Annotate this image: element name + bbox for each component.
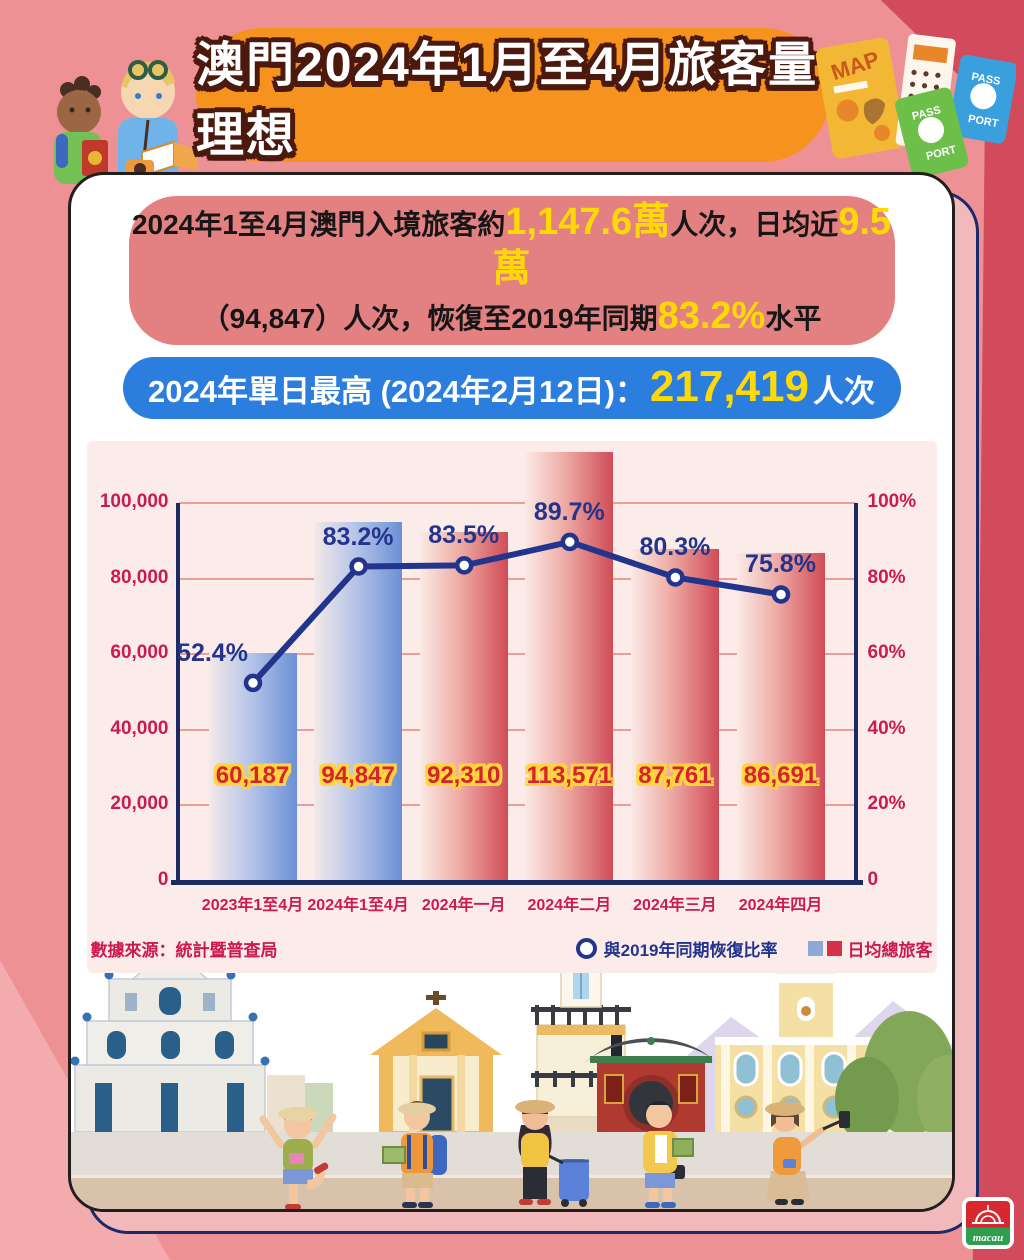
passport-bottom-label: PORT — [967, 113, 999, 130]
line-value-label: 52.4% — [177, 638, 248, 667]
chart-legend: 與2019年同期恢復比率 日均總旅客 — [575, 936, 933, 961]
st-lawrence-church — [370, 991, 502, 1134]
main-card: 2024年1至4月澳門入境旅客約1,147.6萬人次，日均近9.5萬 （94,8… — [68, 172, 955, 1212]
tourist-jumping-woman — [259, 1107, 337, 1209]
bar — [419, 532, 508, 881]
tourist-selfie-woman — [765, 1102, 850, 1205]
bar-value-label: 87,761 — [638, 762, 712, 789]
pct-axis-tick: 0 — [867, 869, 879, 890]
bar-value-label: 60,187 — [215, 762, 290, 789]
line-marker — [243, 673, 262, 693]
pct-axis-line — [853, 503, 858, 884]
pct-axis-tick: 100% — [867, 491, 917, 512]
gridline — [178, 653, 855, 656]
macau-tourism-emblem-icon: macau — [966, 1201, 1010, 1245]
y-axis-tick: 100,000 — [99, 491, 169, 512]
line-marker — [454, 556, 473, 575]
line-legend-marker-icon — [575, 938, 597, 959]
bar — [314, 522, 403, 881]
total-visitors-value: 1,147.6萬 — [505, 201, 671, 243]
line-value-label: 89.7% — [533, 497, 605, 526]
y-axis-line — [175, 503, 180, 884]
tourist-woman-icon — [54, 76, 108, 184]
bar-legend-red-icon — [826, 941, 842, 956]
bushes — [835, 1011, 952, 1143]
peak-day-banner: 2024年單日最高 (2024年2月12日)： 217,419 人次 — [122, 357, 901, 419]
road — [71, 1132, 952, 1209]
bar — [736, 553, 825, 881]
tourists-illustration — [26, 34, 211, 189]
travel-documents-illustration: MAP PASS PORT — [806, 20, 1018, 195]
x-axis-label: 2024年1至4月 — [307, 897, 409, 914]
y-axis-tick: 80,000 — [110, 566, 169, 588]
page-title: 澳門2024年1月至4月旅客量理想 — [196, 39, 819, 162]
bar-legend-label: 日均總旅客 — [847, 941, 933, 960]
passport-blue-icon: PASS PORT — [948, 54, 1018, 144]
chart-plot: 0 0 20,000 20% 40,000 40% 60,000 60% 80,000 80% 10… — [87, 441, 937, 973]
passport-top-label: PASS — [970, 71, 1001, 88]
bar-value-label: 94,847 — [321, 762, 395, 789]
bar-value-label: 92,310 — [426, 762, 501, 789]
line-value-label: 83.2% — [322, 522, 394, 551]
y-axis-tick: 0 — [157, 869, 169, 890]
pct-axis-tick: 40% — [867, 717, 906, 739]
line-value-label: 75.8% — [745, 550, 816, 579]
gridline — [178, 728, 855, 731]
tourist-man-icon — [118, 60, 198, 184]
pct-axis-tick: 20% — [867, 793, 906, 815]
bar-legend-blue-icon — [807, 941, 823, 956]
line-legend-label: 與2019年同期恢復比率 — [603, 941, 778, 960]
x-axis-label: 2024年四月 — [738, 897, 823, 914]
bar-value-label: 86,691 — [743, 762, 818, 789]
line-value-label: 83.5% — [428, 521, 500, 550]
x-axis-label: 2023年1至4月 — [201, 897, 304, 914]
daily-average-value: 9.5萬 — [492, 201, 892, 290]
gridline — [178, 502, 855, 504]
tourist-map-man — [643, 1100, 694, 1208]
line-marker — [560, 532, 579, 552]
chart-panel: 0 0 20,000 20% 40,000 40% 60,000 60% 80,000 80% 10… — [86, 441, 937, 973]
line-marker — [771, 585, 790, 604]
line-value-label: 80.3% — [639, 533, 711, 562]
map-booklet-icon: MAP — [815, 37, 906, 159]
summary-line-1: 2024年1至4月澳門入境旅客約1,147.6萬人次，日均近9.5萬 — [131, 201, 892, 290]
tourist-backpacker-man — [382, 1101, 447, 1208]
logo-wordmark: macau — [972, 1232, 1004, 1244]
peak-day-value: 217,419 — [649, 362, 809, 411]
y-axis-tick: 20,000 — [110, 793, 169, 815]
recovery-rate-line — [243, 532, 790, 693]
line-marker — [665, 568, 685, 587]
tourist-luggage-woman — [515, 1100, 589, 1207]
summary-banner: 2024年1至4月澳門入境旅客約1,147.6萬人次，日均近9.5萬 （94,8… — [128, 196, 895, 345]
macau-logo: macau — [962, 1197, 1014, 1249]
y-axis-tick: 60,000 — [110, 642, 169, 664]
line-marker — [348, 557, 368, 576]
bar — [525, 451, 614, 881]
chart-legend-row: 數據來源：統計暨普查局 與2019年同期恢復比率 日均總旅客 — [91, 936, 933, 961]
title-banner: 澳門2024年1月至4月旅客量理想 — [196, 28, 830, 162]
gridline — [178, 577, 855, 580]
x-axis-label: 2024年二月 — [527, 897, 612, 914]
gridline — [178, 804, 855, 807]
recovery-rate-value: 83.2% — [657, 295, 766, 337]
bar — [630, 549, 719, 881]
y-axis-tick: 40,000 — [110, 717, 169, 739]
passport-green-icon: PASS PORT — [895, 87, 969, 179]
x-axis-label: 2024年一月 — [421, 897, 506, 914]
summary-line-2: （94,847）人次，恢復至2019年同期83.2%水平 — [201, 295, 822, 337]
peak-day-label: 2024年單日最高 (2024年2月12日)： — [148, 373, 646, 409]
pct-axis-tick: 60% — [867, 642, 906, 664]
bar-value-label: 113,571 — [526, 762, 613, 789]
pct-axis-tick: 80% — [867, 566, 906, 588]
x-axis-line — [170, 880, 863, 885]
x-axis-label: 2024年三月 — [633, 897, 717, 914]
data-source: 數據來源：統計暨普查局 — [90, 941, 278, 960]
